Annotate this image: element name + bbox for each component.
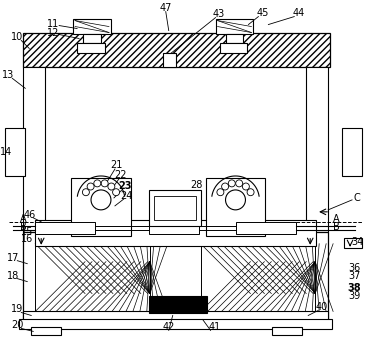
Text: 42: 42 xyxy=(163,322,175,332)
Text: 28: 28 xyxy=(190,180,203,190)
Bar xyxy=(206,178,265,236)
Text: 40: 40 xyxy=(316,302,328,312)
Bar xyxy=(149,222,199,234)
Bar xyxy=(35,244,150,311)
Bar xyxy=(23,33,330,67)
Bar xyxy=(306,67,328,232)
Bar xyxy=(83,33,101,43)
Text: 37: 37 xyxy=(348,271,360,281)
Text: 13: 13 xyxy=(2,71,15,80)
Bar xyxy=(77,43,105,53)
Circle shape xyxy=(113,189,120,196)
Bar xyxy=(236,222,296,234)
Text: 16: 16 xyxy=(21,234,33,244)
Bar xyxy=(163,53,176,67)
Text: 21: 21 xyxy=(111,160,123,170)
Bar xyxy=(154,196,196,220)
Circle shape xyxy=(236,180,243,187)
Text: C: C xyxy=(354,193,361,203)
Text: 36: 36 xyxy=(348,262,360,273)
Bar xyxy=(31,327,61,335)
Text: 22: 22 xyxy=(115,170,127,180)
Bar xyxy=(149,295,206,313)
Text: 34: 34 xyxy=(351,237,363,247)
Bar xyxy=(216,19,253,33)
Circle shape xyxy=(94,180,101,187)
Text: 43: 43 xyxy=(212,9,225,19)
Text: 46: 46 xyxy=(23,210,36,220)
Circle shape xyxy=(247,189,254,196)
Circle shape xyxy=(228,180,235,187)
Circle shape xyxy=(82,189,89,196)
Text: 45: 45 xyxy=(256,8,269,18)
Text: 38: 38 xyxy=(347,282,361,292)
Text: 18: 18 xyxy=(7,271,19,281)
Text: 15: 15 xyxy=(21,227,33,237)
Text: 14: 14 xyxy=(0,147,12,157)
Text: 47: 47 xyxy=(160,3,172,13)
Text: 10: 10 xyxy=(11,32,23,42)
Bar xyxy=(225,33,243,43)
Bar xyxy=(73,19,111,33)
Text: A: A xyxy=(20,214,27,224)
Circle shape xyxy=(225,190,246,210)
Circle shape xyxy=(242,183,249,190)
Text: 39: 39 xyxy=(348,291,360,301)
Text: 12: 12 xyxy=(47,28,59,37)
Text: 11: 11 xyxy=(47,19,59,29)
Text: 23: 23 xyxy=(118,181,132,191)
Bar xyxy=(23,311,328,321)
Text: A: A xyxy=(333,214,339,224)
Text: 20: 20 xyxy=(11,320,23,331)
Circle shape xyxy=(101,180,108,187)
Circle shape xyxy=(217,189,224,196)
Circle shape xyxy=(87,183,94,190)
Bar xyxy=(35,220,316,246)
Text: 24: 24 xyxy=(121,191,133,201)
Circle shape xyxy=(108,183,115,190)
Bar xyxy=(35,222,95,234)
Circle shape xyxy=(91,190,111,210)
Text: 17: 17 xyxy=(7,253,19,263)
Bar xyxy=(342,128,362,176)
Text: 19: 19 xyxy=(11,304,23,314)
Bar xyxy=(23,67,45,232)
Bar xyxy=(19,320,332,330)
Text: 44: 44 xyxy=(292,8,305,18)
Text: 41: 41 xyxy=(209,322,221,332)
Bar xyxy=(344,238,362,248)
Bar xyxy=(23,232,328,321)
Circle shape xyxy=(222,183,229,190)
Bar xyxy=(201,244,315,311)
Text: B: B xyxy=(333,222,340,232)
Bar xyxy=(5,128,25,176)
Bar xyxy=(71,178,131,236)
Text: B: B xyxy=(20,222,27,232)
Bar xyxy=(220,43,247,53)
Bar xyxy=(149,190,201,226)
Bar xyxy=(272,327,302,335)
